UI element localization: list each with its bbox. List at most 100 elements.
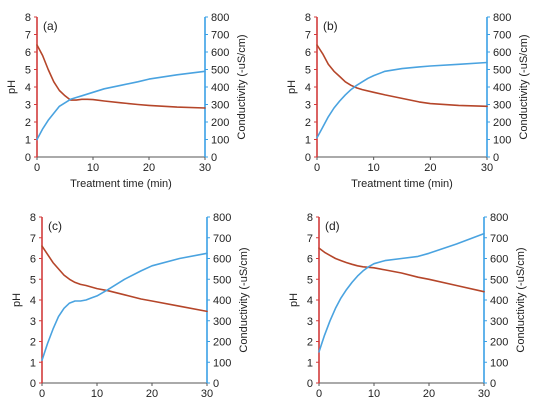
- right-tick-label: 0: [213, 378, 219, 390]
- right-tick-label: 200: [213, 337, 231, 349]
- right-tick-label: 0: [490, 378, 496, 390]
- chart-panel-2: 0 10 20 30012345678010020030040050060070080…: [286, 12, 530, 190]
- left-tick-label: 3: [25, 100, 31, 112]
- left-tick-label: 4: [307, 295, 313, 307]
- left-tick-label: 0: [25, 152, 31, 164]
- x-tick-label: 20: [424, 162, 436, 174]
- left-tick-label: 6: [307, 254, 313, 266]
- panel-label: (a): [43, 19, 58, 33]
- right-tick-label: 100: [213, 357, 231, 369]
- x-tick-label: 10: [87, 162, 99, 174]
- right-axis-label: Conductivity (-uS/cm): [515, 247, 527, 352]
- left-tick-label: 5: [305, 65, 311, 77]
- x-tick-label: 0: [39, 388, 45, 400]
- left-tick-label: 8: [305, 12, 311, 24]
- left-tick-label: 7: [307, 233, 313, 245]
- right-tick-label: 700: [490, 233, 508, 245]
- conductivity-series-line: [318, 232, 485, 353]
- ph-series-line: [318, 247, 485, 293]
- right-tick-label: 300: [490, 316, 508, 328]
- left-tick-label: 0: [30, 378, 36, 390]
- x-tick-label: 20: [146, 388, 158, 400]
- left-tick-label: 4: [30, 295, 36, 307]
- left-tick-label: 0: [305, 152, 311, 164]
- left-tick-label: 1: [30, 357, 36, 369]
- left-tick-label: 7: [305, 30, 311, 42]
- right-tick-label: 700: [213, 233, 231, 245]
- left-axis-label: pH: [6, 80, 18, 94]
- right-tick-label: 400: [211, 82, 229, 94]
- right-tick-label: 500: [493, 65, 511, 77]
- conductivity-series-line: [316, 61, 488, 139]
- left-tick-label: 1: [305, 135, 311, 147]
- ph-series-line: [316, 44, 488, 108]
- x-axis-label: Treatment time (min): [351, 178, 453, 190]
- left-tick-label: 7: [30, 233, 36, 245]
- x-tick-label: 10: [91, 388, 103, 400]
- right-tick-label: 400: [213, 295, 231, 307]
- left-tick-label: 8: [30, 212, 36, 224]
- x-tick-label: 30: [199, 162, 211, 174]
- right-tick-label: 400: [490, 295, 508, 307]
- left-tick-label: 4: [305, 82, 311, 94]
- left-tick-label: 0: [307, 378, 313, 390]
- x-tick-label: 20: [143, 162, 155, 174]
- left-tick-label: 2: [307, 337, 313, 349]
- right-tick-label: 500: [211, 65, 229, 77]
- left-tick-label: 5: [30, 274, 36, 286]
- right-tick-label: 200: [493, 117, 511, 129]
- conductivity-series-line: [36, 70, 206, 141]
- left-tick-label: 3: [30, 316, 36, 328]
- panel-label: (b): [323, 19, 338, 33]
- right-tick-label: 800: [493, 12, 511, 24]
- left-tick-label: 6: [25, 47, 31, 59]
- right-tick-label: 400: [493, 82, 511, 94]
- right-tick-label: 500: [213, 274, 231, 286]
- right-tick-label: 700: [493, 30, 511, 42]
- left-tick-label: 8: [25, 12, 31, 24]
- right-tick-label: 500: [490, 274, 508, 286]
- right-tick-label: 0: [493, 152, 499, 164]
- right-tick-label: 200: [490, 337, 508, 349]
- right-axis-label: Conductivity (-uS/cm): [518, 34, 530, 139]
- x-axis-label: Treatment time (min): [70, 178, 172, 190]
- right-tick-label: 600: [490, 254, 508, 266]
- x-tick-label: 0: [34, 162, 40, 174]
- right-tick-label: 0: [211, 152, 217, 164]
- right-tick-label: 600: [211, 47, 229, 59]
- right-tick-label: 300: [211, 100, 229, 112]
- left-tick-label: 5: [25, 65, 31, 77]
- left-tick-label: 7: [25, 30, 31, 42]
- x-tick-label: 30: [478, 388, 490, 400]
- left-tick-label: 6: [305, 47, 311, 59]
- x-tick-label: 10: [368, 162, 380, 174]
- x-tick-label: 10: [368, 388, 380, 400]
- right-tick-label: 600: [213, 254, 231, 266]
- left-tick-label: 4: [25, 82, 31, 94]
- right-axis-label: Conductivity (-uS/cm): [238, 247, 250, 352]
- right-tick-label: 800: [490, 212, 508, 224]
- ph-series-line: [41, 245, 208, 313]
- right-tick-label: 100: [490, 357, 508, 369]
- x-tick-label: 0: [316, 388, 322, 400]
- x-tick-label: 30: [201, 388, 213, 400]
- left-tick-label: 1: [307, 357, 313, 369]
- left-tick-label: 6: [30, 254, 36, 266]
- right-tick-label: 300: [213, 316, 231, 328]
- left-tick-label: 2: [30, 337, 36, 349]
- right-tick-label: 300: [493, 100, 511, 112]
- left-tick-label: 3: [305, 100, 311, 112]
- left-tick-label: 2: [305, 117, 311, 129]
- conductivity-series-line: [41, 252, 208, 361]
- chart-panel-3: 0 10 20 30012345678010020030040050060070080…: [11, 212, 250, 400]
- right-axis-label: Conductivity (-uS/cm): [236, 34, 248, 139]
- left-axis-label: pH: [288, 293, 300, 307]
- left-tick-label: 1: [25, 135, 31, 147]
- right-tick-label: 700: [211, 30, 229, 42]
- left-tick-label: 5: [307, 274, 313, 286]
- panel-label: (d): [325, 219, 340, 233]
- right-tick-label: 100: [211, 135, 229, 147]
- x-tick-label: 20: [423, 388, 435, 400]
- ph-series-line: [36, 44, 206, 109]
